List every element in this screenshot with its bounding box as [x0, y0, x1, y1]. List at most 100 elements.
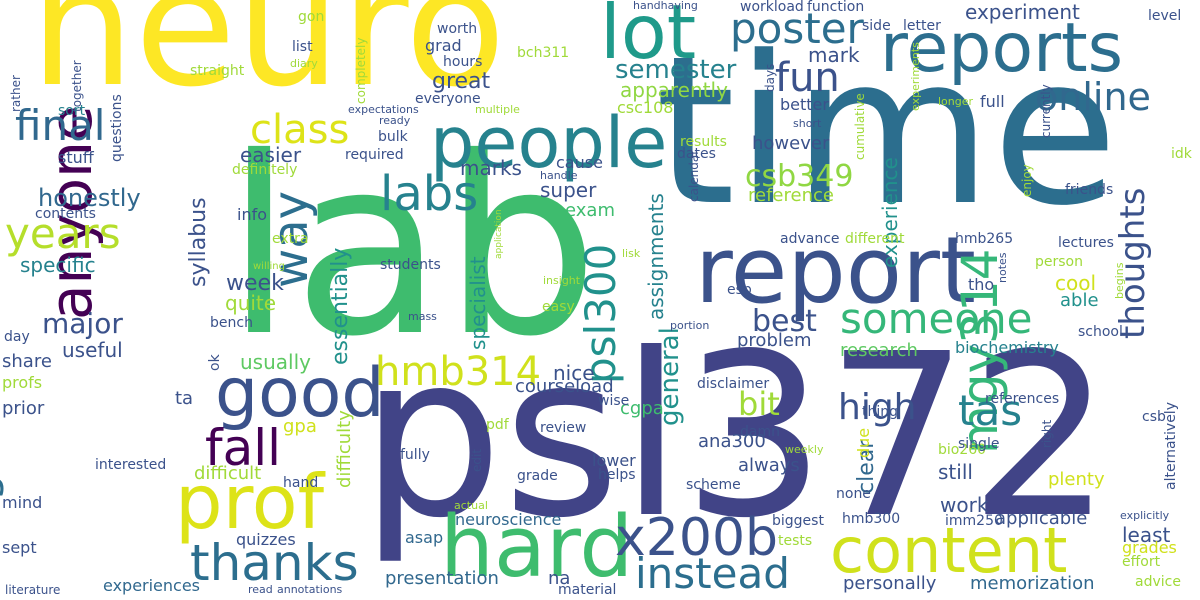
word-essentially: essentially — [328, 247, 353, 365]
word-cool: cool — [1055, 271, 1097, 295]
word-lower: lower — [592, 451, 636, 470]
word-application: application — [494, 209, 504, 259]
word-lisk: lisk — [622, 247, 641, 260]
word-asap: asap — [405, 528, 444, 547]
word-hard: hard — [440, 498, 634, 597]
word-class: class — [250, 107, 350, 153]
word-hmb265: hmb265 — [955, 231, 1014, 247]
word-different: different — [845, 231, 905, 247]
word-least: least — [1122, 523, 1171, 547]
word-worth: worth — [437, 21, 478, 37]
word-cumulative: cumulative — [853, 93, 867, 160]
word-advice: advice — [1135, 574, 1181, 590]
word-content: content — [830, 514, 1068, 587]
word-work: work — [940, 493, 989, 517]
word-mass: mass — [408, 310, 437, 323]
word-bio260: bio260 — [938, 442, 987, 458]
word-right: right — [1040, 419, 1054, 448]
word-workload: workload — [740, 0, 804, 15]
word-notes: notes — [996, 252, 1009, 283]
word-hmb314: hmb314 — [375, 349, 542, 395]
word-damn: damn — [740, 424, 780, 440]
word-imm250: imm250 — [945, 513, 1003, 529]
word-begins: begins — [1113, 262, 1126, 300]
word-things: things — [0, 452, 5, 582]
word-weekly: weekly — [785, 443, 824, 456]
word-results: results — [680, 134, 727, 150]
word-better: better — [780, 95, 829, 114]
word-labs: labs — [380, 166, 479, 222]
word-bit: bit — [738, 385, 780, 423]
word-straight: straight — [190, 63, 245, 79]
word-people: people — [430, 102, 668, 184]
word-extra: extra — [272, 231, 309, 247]
word-enjoy: enjoy — [1020, 164, 1034, 197]
word-thanks: thanks — [190, 534, 359, 592]
word-multiple: multiple — [475, 103, 520, 116]
word-level: level — [1148, 8, 1182, 24]
word-thing: thing — [862, 404, 899, 420]
word-tho: tho — [968, 275, 995, 294]
word-syllabus: syllabus — [186, 197, 211, 287]
word-ready: ready — [379, 114, 411, 127]
word-neuroscience: neuroscience — [455, 510, 562, 529]
word-students: students — [380, 257, 441, 273]
word-grade: grade — [517, 468, 558, 484]
word-however: however — [752, 133, 830, 154]
word-neuro: neuro — [30, 0, 506, 123]
word-applicable: applicable — [995, 508, 1088, 529]
word-semester: semester — [615, 55, 737, 85]
word-psl372: psl372 — [360, 306, 1113, 568]
word-actual: actual — [454, 499, 488, 512]
word-short: short — [793, 117, 822, 130]
word-letter: letter — [903, 18, 941, 34]
word-personally: personally — [843, 573, 937, 594]
word-helps: helps — [598, 467, 636, 483]
word-online: online — [1035, 75, 1151, 119]
word-presentation: presentation — [385, 568, 499, 589]
word-diary: diary — [290, 57, 318, 70]
word-feedback: feedback — [0, 139, 3, 204]
word-csb349: csb349 — [745, 159, 854, 194]
word-someone: someone — [840, 294, 1033, 343]
word-annotations: annotations — [277, 583, 343, 596]
word-reports: reports — [880, 9, 1124, 88]
word-csb: csb — [1142, 409, 1166, 425]
word-cgpa: cgpa — [620, 398, 664, 419]
word-assignments: assignments — [644, 193, 668, 320]
word-edit: edit — [470, 448, 484, 472]
word-tas: tas — [958, 386, 1023, 435]
word-handle: handle — [540, 169, 578, 182]
word-grades: grades — [1122, 538, 1177, 557]
word-hand: hand — [283, 475, 319, 491]
word-good: good — [215, 354, 385, 433]
word-cause: cause — [556, 153, 603, 172]
word-wise: wise — [598, 393, 630, 409]
word-friends: friends — [1065, 182, 1114, 198]
word-references: references — [985, 391, 1060, 407]
word-ok: ok — [207, 354, 223, 371]
word-share: share — [2, 351, 52, 372]
word-currently: currently — [1039, 84, 1053, 138]
word-alternatively: alternatively — [1163, 402, 1179, 490]
word-school: school — [1078, 324, 1123, 340]
word-mind: mind — [2, 493, 43, 512]
word-major: major — [42, 307, 123, 340]
word-gpa: gpa — [283, 416, 317, 437]
word-na: na — [548, 568, 571, 589]
word-side: side — [862, 18, 891, 34]
word-fall: fall — [205, 419, 282, 477]
word-handhaving: handhaving — [633, 0, 698, 12]
word-dates: dates — [677, 146, 716, 162]
word-due: due — [854, 427, 873, 458]
word-fully: fully — [400, 447, 430, 463]
word-high: high — [838, 387, 917, 428]
word-ta: ta — [175, 388, 194, 409]
word-idk: idk — [1171, 146, 1192, 162]
word-sort: sort — [58, 103, 86, 119]
word-hmb300: hmb300 — [842, 511, 901, 527]
word-longer: longer — [938, 95, 974, 108]
word-explicitly: explicitly — [1120, 509, 1170, 522]
word-required: required — [345, 147, 404, 163]
word-research: research — [840, 340, 918, 361]
